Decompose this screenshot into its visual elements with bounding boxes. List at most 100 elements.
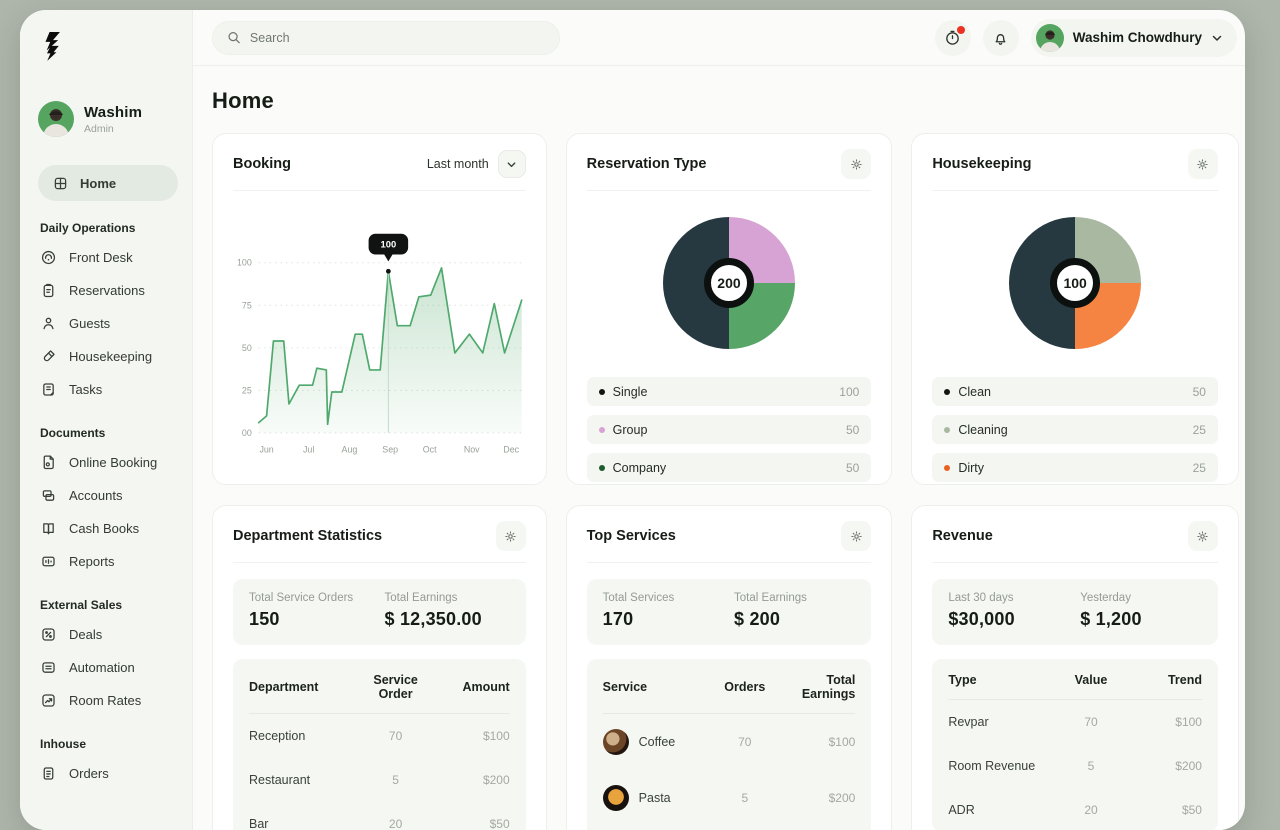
svg-text:100: 100 [237, 258, 252, 268]
card-settings-button[interactable] [841, 521, 871, 551]
chevron-down-icon [506, 159, 517, 170]
department-table: DepartmentService OrderAmount Reception7… [233, 659, 526, 830]
svg-text:100: 100 [381, 239, 397, 250]
booking-area-chart[interactable]: 00255075100JunJulAugSepOctNovDec100 [233, 199, 526, 463]
open-book-icon [40, 520, 57, 537]
chevron-down-icon [1211, 32, 1223, 44]
pasta-thumbnail [603, 785, 629, 811]
table-row: ADR20$50 [948, 788, 1202, 830]
table-row: Revpar70$100 [948, 700, 1202, 744]
person-icon [40, 315, 57, 332]
section-title-inhouse: Inhouse [40, 737, 180, 751]
sidebar-item-accounts[interactable]: Accounts [38, 479, 180, 512]
sidebar-item-reports[interactable]: Reports [38, 545, 180, 578]
legend-dot [944, 465, 950, 471]
range-dropdown-button[interactable] [498, 150, 526, 178]
sidebar: Washim Admin Home Daily Operations Front… [20, 10, 193, 830]
summary-box: Total Services170 Total Earnings$ 200 [587, 579, 872, 645]
profile-name: Washim [84, 104, 142, 121]
table-row: Reception70$100 [249, 714, 510, 758]
app-window: Washim Admin Home Daily Operations Front… [20, 10, 1245, 830]
svg-text:75: 75 [242, 300, 252, 310]
donut-center-value: 200 [704, 258, 754, 308]
card-title: Top Services [587, 528, 676, 544]
reservation-type-card: Reservation Type 200 S [566, 133, 893, 485]
coffee-thumbnail [603, 729, 629, 755]
sidebar-item-home[interactable]: Home [38, 165, 178, 201]
user-name: Washim Chowdhury [1073, 30, 1202, 45]
summary-box: Total Service Orders150 Total Earnings$ … [233, 579, 526, 645]
booking-range-select[interactable]: Last month [427, 150, 526, 178]
card-title: Revenue [932, 528, 992, 544]
housekeeping-donut-chart[interactable]: 100 [1009, 217, 1141, 349]
home-grid-icon [52, 175, 69, 192]
sidebar-item-housekeeping[interactable]: Housekeeping [38, 340, 180, 373]
top-services-card: Top Services Total Services170 Total Ear… [566, 505, 893, 830]
svg-text:Oct: Oct [423, 445, 437, 455]
revenue-card: Revenue Last 30 days$30,000 Yesterday$ 1… [911, 505, 1239, 830]
search-bar[interactable] [212, 21, 560, 55]
sidebar-item-room-rates[interactable]: Room Rates [38, 684, 180, 717]
card-title: Department Statistics [233, 528, 382, 544]
sidebar-item-automation[interactable]: Automation [38, 651, 180, 684]
brand-logo [40, 32, 66, 62]
svg-text:Aug: Aug [342, 445, 358, 455]
tasks-notebook-icon [40, 381, 57, 398]
card-settings-button[interactable] [1188, 521, 1218, 551]
clipboard-icon [40, 282, 57, 299]
table-row: Coffee 70$100 [603, 714, 856, 770]
legend-item-single: Single 100 [587, 377, 872, 406]
sidebar-item-online-booking[interactable]: Online Booking [38, 446, 180, 479]
card-settings-button[interactable] [496, 521, 526, 551]
user-menu[interactable]: Washim Chowdhury [1031, 19, 1237, 57]
trend-arrow-icon [40, 692, 57, 709]
table-row: Lunch 20$50 [603, 826, 856, 830]
table-row: Restaurant5$200 [249, 758, 510, 802]
gear-icon [849, 157, 864, 172]
activity-timer-button[interactable] [935, 20, 971, 56]
sidebar-item-front-desk[interactable]: Front Desk [38, 241, 180, 274]
notifications-button[interactable] [983, 20, 1019, 56]
sidebar-item-cash-books[interactable]: Cash Books [38, 512, 180, 545]
section-title-daily-operations: Daily Operations [40, 221, 180, 235]
user-avatar [1036, 24, 1064, 52]
gear-icon [849, 529, 864, 544]
svg-text:Nov: Nov [464, 445, 480, 455]
legend-item-dirty: Dirty 25 [932, 453, 1218, 482]
svg-text:Jul: Jul [303, 445, 314, 455]
legend-dot [944, 427, 950, 433]
legend-item-cleaning: Cleaning 25 [932, 415, 1218, 444]
table-header: TypeValueTrend [948, 660, 1202, 700]
notification-badge [957, 26, 965, 34]
card-title: Booking [233, 156, 291, 172]
reservation-donut-chart[interactable]: 200 [663, 217, 795, 349]
booking-card: Booking Last month 00255075100JunJulAugS… [212, 133, 547, 485]
table-row: Pasta 5$200 [603, 770, 856, 826]
cards-icon [40, 487, 57, 504]
sidebar-item-orders[interactable]: Orders [38, 757, 180, 790]
department-statistics-card: Department Statistics Total Service Orde… [212, 505, 547, 830]
svg-text:Sep: Sep [382, 445, 398, 455]
gear-icon [503, 529, 518, 544]
sidebar-item-guests[interactable]: Guests [38, 307, 180, 340]
sidebar-item-deals[interactable]: Deals [38, 618, 180, 651]
legend-dot [599, 389, 605, 395]
card-settings-button[interactable] [841, 149, 871, 179]
sidebar-item-tasks[interactable]: Tasks [38, 373, 180, 406]
legend-item-company: Company 50 [587, 453, 872, 482]
sidebar-profile[interactable]: Washim Admin [38, 101, 180, 137]
profile-avatar [38, 101, 74, 137]
card-title: Reservation Type [587, 156, 707, 172]
sidebar-item-reservations[interactable]: Reservations [38, 274, 180, 307]
search-icon [227, 30, 241, 45]
search-input[interactable] [250, 31, 545, 45]
svg-text:Jun: Jun [259, 445, 273, 455]
legend-dot [599, 427, 605, 433]
order-file-icon [40, 765, 57, 782]
housekeeping-card: Housekeeping 100 Clean [911, 133, 1239, 485]
card-title: Housekeeping [932, 156, 1031, 172]
profile-role: Admin [84, 123, 142, 135]
card-settings-button[interactable] [1188, 149, 1218, 179]
table-row: Room Revenue5$200 [948, 744, 1202, 788]
list-lines-icon [40, 659, 57, 676]
